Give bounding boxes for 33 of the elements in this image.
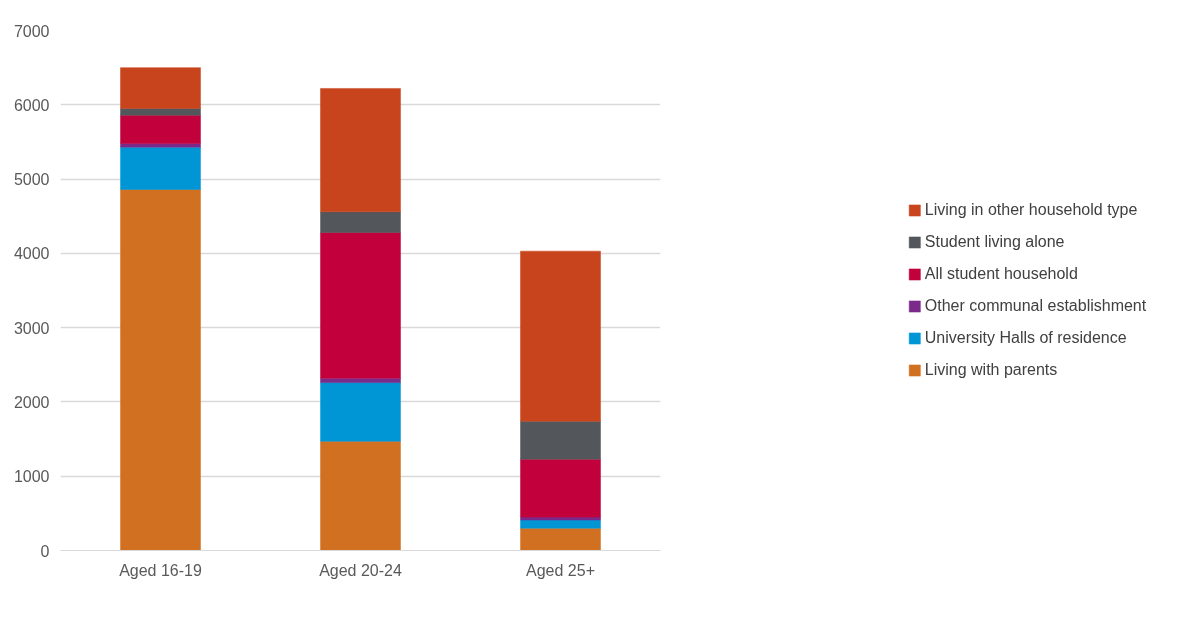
bar [120,114,201,144]
bar [520,420,601,460]
bar [520,527,601,551]
bar [120,108,201,116]
y-tick-label: 3000 [13,319,50,337]
bar [120,146,201,190]
x-tick-label: Aged 16-19 [119,561,202,579]
legend-label: Living in other household type [924,201,1138,219]
bar [320,441,401,551]
bar [520,458,601,518]
bar [320,382,401,442]
y-tick-label: 6000 [13,96,50,114]
bar [120,67,201,109]
bar [520,250,601,422]
y-tick-label: 5000 [13,171,50,189]
y-tick-label: 4000 [13,245,50,263]
legend-label: Student living alone [924,233,1065,251]
bar [320,88,401,213]
y-tick-label: 7000 [13,22,50,40]
bar [320,211,401,233]
y-tick-label: 2000 [13,393,50,411]
bar [520,519,601,529]
x-tick-label: Aged 25+ [526,561,595,579]
bar [320,232,401,379]
legend-label: All student household [924,265,1078,283]
legend-label: Other communal establishment [924,297,1147,315]
bar [120,143,201,148]
y-tick-label: 0 [40,542,50,560]
x-tick-label: Aged 20-24 [319,561,402,579]
bar [120,189,201,551]
y-tick-label: 1000 [13,468,50,486]
legend-label: University Halls of residence [924,329,1127,347]
legend-label: Living with parents [924,361,1058,379]
